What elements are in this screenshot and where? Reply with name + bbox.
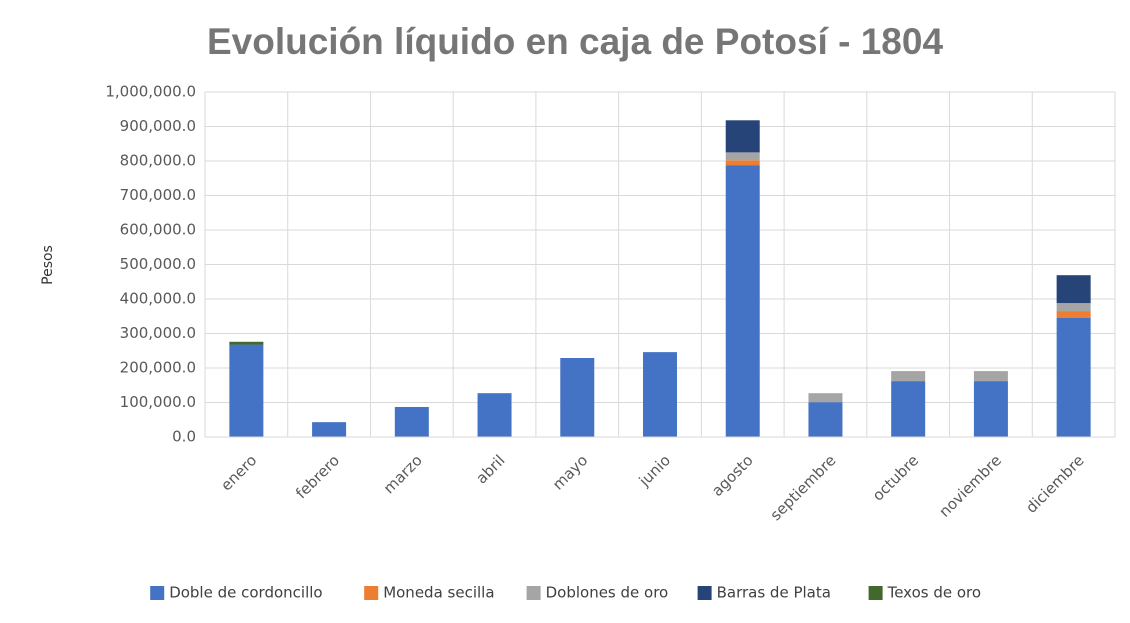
chart-title: Evolución líquido en caja de Potosí - 18… — [207, 21, 943, 62]
legend-label: Moneda secilla — [383, 584, 494, 602]
y-tick-label: 300,000.0 — [120, 324, 196, 342]
bar-segment — [725, 152, 760, 161]
legend-swatch — [697, 586, 712, 600]
legend-swatch — [526, 586, 541, 600]
bar-segment — [725, 165, 760, 437]
bar-segment — [560, 357, 595, 437]
bar-segment — [973, 371, 1008, 382]
bar-segment — [477, 393, 512, 437]
y-tick-label: 900,000.0 — [120, 117, 196, 135]
bar-segment — [891, 371, 926, 382]
bar-segment — [1056, 303, 1091, 312]
y-tick-label: 100,000.0 — [120, 393, 196, 411]
y-tick-label: 800,000.0 — [120, 152, 196, 170]
y-tick-label: 500,000.0 — [120, 255, 196, 273]
legend-swatch — [150, 586, 165, 600]
bar-segment — [725, 120, 760, 153]
bar-segment — [229, 344, 264, 437]
bar-segment — [725, 160, 760, 166]
bar-segment — [1056, 275, 1091, 304]
legend-label: Doblones de oro — [546, 584, 669, 602]
bar-segment — [973, 381, 1008, 437]
y-tick-label: 600,000.0 — [120, 221, 196, 239]
y-tick-label: 0.0 — [172, 428, 196, 446]
y-tick-label: 700,000.0 — [120, 186, 196, 204]
bar-segment — [1056, 317, 1091, 437]
bar-segment — [891, 381, 926, 437]
y-tick-label: 400,000.0 — [120, 290, 196, 308]
legend-label: Barras de Plata — [717, 584, 831, 602]
legend-label: Doble de cordoncillo — [169, 584, 322, 602]
bar-segment — [643, 352, 677, 437]
legend-label: Texos de oro — [887, 584, 981, 602]
bar-segment — [808, 393, 843, 403]
y-tick-label: 200,000.0 — [120, 359, 196, 377]
y-axis-label: Pesos — [40, 245, 56, 285]
bar-segment — [312, 422, 347, 437]
legend-swatch — [868, 586, 883, 600]
bar-segment — [1056, 311, 1091, 318]
y-tick-label: 1,000,000.0 — [105, 83, 196, 101]
bar-segment — [808, 402, 843, 437]
legend-swatch — [364, 586, 379, 600]
bar-segment — [229, 341, 264, 345]
bar-segment — [394, 406, 429, 437]
